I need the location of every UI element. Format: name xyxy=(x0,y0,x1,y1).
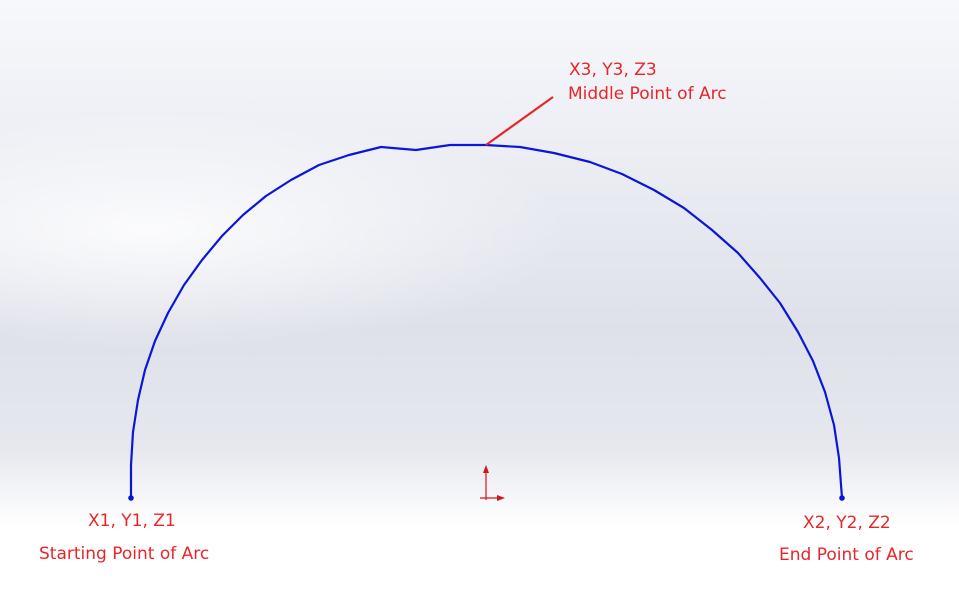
start-point-coords: X1, Y1, Z1 xyxy=(88,511,176,531)
middle-point-caption: Middle Point of Arc xyxy=(568,84,727,104)
end-point-caption: End Point of Arc xyxy=(779,545,914,565)
end-point-marker[interactable] xyxy=(839,495,845,501)
start-point-marker[interactable] xyxy=(128,495,134,501)
start-point-caption: Starting Point of Arc xyxy=(39,544,210,564)
three-point-arc[interactable] xyxy=(129,143,844,499)
end-point-coords: X2, Y2, Z2 xyxy=(803,513,891,533)
origin-axes-icon xyxy=(480,465,505,501)
middle-point-leader xyxy=(485,96,554,146)
middle-point-coords: X3, Y3, Z3 xyxy=(569,60,657,80)
